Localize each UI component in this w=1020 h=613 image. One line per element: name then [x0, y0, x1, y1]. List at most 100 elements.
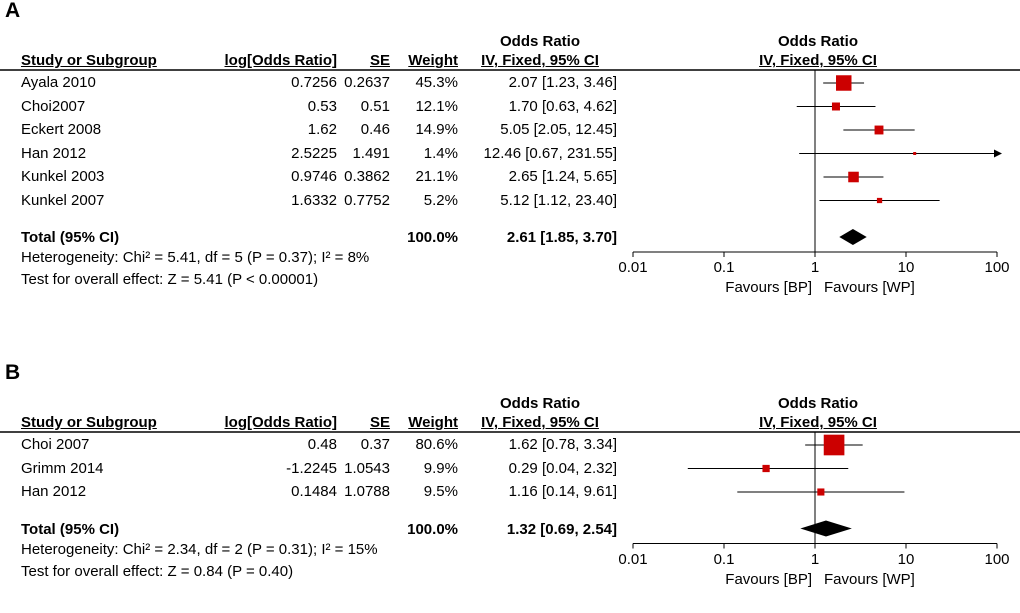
- study-name: Ayala 2010: [21, 74, 96, 91]
- logor-column-header: log[Odds Ratio]: [224, 414, 338, 431]
- study-or-ci: 1.16 [0.14, 9.61]: [508, 483, 617, 500]
- panel-label: B: [5, 361, 21, 384]
- study-weight: 45.3%: [415, 74, 458, 91]
- study-ci-arrow: [994, 149, 1002, 158]
- study-or-ci: 1.62 [0.78, 3.34]: [508, 436, 617, 453]
- x-tick-label: 100: [984, 259, 1010, 276]
- study-name: Kunkel 2007: [21, 191, 105, 209]
- study-se: 1.0788: [344, 483, 390, 500]
- or-method-header: IV, Fixed, 95% CI: [481, 52, 599, 69]
- study-point-marker: [817, 488, 825, 496]
- favours-left-label: Favours [BP]: [725, 570, 812, 588]
- study-logor: -1.2245: [286, 459, 337, 477]
- x-tick-label: 0.1: [713, 259, 735, 276]
- study-weight: 9.9%: [423, 459, 458, 477]
- se-column-header: SE: [369, 52, 390, 69]
- study-point-marker: [848, 171, 859, 183]
- study-name: Kunkel 2003: [21, 168, 105, 185]
- study-or-ci: 0.29 [0.04, 2.32]: [508, 459, 617, 477]
- x-tick-label: 10: [897, 259, 915, 276]
- study-weight: 14.9%: [415, 121, 458, 138]
- total-label: Total (95% CI): [21, 520, 120, 538]
- study-logor: 0.7256: [291, 74, 337, 91]
- study-weight: 1.4%: [423, 144, 458, 162]
- study-logor: 0.1484: [291, 483, 337, 500]
- study-column-header: Study or Subgroup: [21, 414, 157, 431]
- total-diamond: [839, 229, 867, 245]
- heterogeneity-text: Heterogeneity: Chi² = 2.34, df = 2 (P = …: [21, 540, 378, 558]
- plot-method-header: IV, Fixed, 95% CI: [759, 52, 877, 69]
- overall-effect-text: Test for overall effect: Z = 5.41 (P < 0…: [21, 271, 319, 288]
- study-logor: 0.53: [307, 97, 337, 115]
- total-label: Total (95% CI): [21, 229, 120, 246]
- study-name: Choi 2007: [21, 436, 90, 453]
- study-logor: 0.48: [307, 436, 337, 453]
- or-method-header: IV, Fixed, 95% CI: [481, 414, 599, 431]
- study-point-marker: [836, 75, 852, 91]
- or-column-title: Odds Ratio: [499, 33, 580, 50]
- total-diamond: [800, 520, 852, 537]
- study-or-ci: 5.12 [1.12, 23.40]: [500, 191, 617, 209]
- or-column-title: Odds Ratio: [499, 395, 580, 412]
- total-weight: 100.0%: [407, 520, 458, 538]
- study-column-header: Study or Subgroup: [21, 52, 157, 69]
- x-tick-label: 1: [810, 550, 820, 568]
- study-weight: 9.5%: [423, 483, 458, 500]
- study-or-ci: 2.07 [1.23, 3.46]: [508, 74, 617, 91]
- plot-column-title: Odds Ratio: [777, 33, 858, 50]
- study-logor: 0.9746: [291, 168, 337, 185]
- logor-column-header: log[Odds Ratio]: [224, 52, 338, 69]
- x-tick-label: 10: [897, 550, 915, 568]
- study-se: 0.46: [360, 121, 390, 138]
- study-or-ci: 1.70 [0.63, 4.62]: [508, 97, 617, 115]
- study-se: 0.7752: [344, 191, 390, 209]
- study-point-marker: [831, 102, 840, 111]
- plot-method-header: IV, Fixed, 95% CI: [759, 414, 877, 431]
- study-weight: 5.2%: [423, 191, 458, 209]
- study-point-marker: [876, 197, 883, 204]
- study-name: Han 2012: [21, 144, 87, 162]
- study-se: 0.37: [360, 436, 390, 453]
- total-or-ci: 2.61 [1.85, 3.70]: [506, 229, 617, 246]
- study-se: 1.491: [352, 144, 390, 162]
- plot-column-title: Odds Ratio: [777, 395, 858, 412]
- favours-right-label: Favours [WP]: [824, 279, 915, 296]
- x-tick-label: 1: [810, 259, 820, 276]
- study-or-ci: 2.65 [1.24, 5.65]: [508, 168, 617, 185]
- study-logor: 2.5225: [291, 144, 337, 162]
- study-logor: 1.62: [307, 121, 337, 138]
- weight-column-header: Weight: [408, 414, 458, 431]
- study-se: 1.0543: [344, 459, 390, 477]
- total-weight: 100.0%: [407, 229, 458, 246]
- study-name: Eckert 2008: [21, 121, 102, 138]
- study-weight: 80.6%: [415, 436, 458, 453]
- se-column-header: SE: [369, 414, 390, 431]
- total-or-ci: 1.32 [0.69, 2.54]: [506, 520, 617, 538]
- study-or-ci: 12.46 [0.67, 231.55]: [483, 144, 617, 162]
- study-logor: 1.6332: [291, 191, 337, 209]
- weight-column-header: Weight: [408, 52, 458, 69]
- x-tick-label: 0.1: [713, 550, 735, 568]
- overall-effect-text: Test for overall effect: Z = 0.84 (P = 0…: [21, 562, 294, 580]
- study-weight: 21.1%: [415, 168, 458, 185]
- panel-label: A: [5, 0, 21, 22]
- study-point-marker: [823, 434, 845, 456]
- study-se: 0.2637: [344, 74, 390, 91]
- study-se: 0.3862: [344, 168, 390, 185]
- study-name: Grimm 2014: [21, 459, 104, 477]
- study-point-marker: [913, 152, 917, 155]
- study-name: Han 2012: [21, 483, 87, 500]
- study-weight: 12.1%: [415, 97, 458, 115]
- x-tick-label: 100: [984, 550, 1010, 568]
- study-point-marker: [874, 125, 884, 135]
- study-name: Choi2007: [21, 97, 86, 115]
- favours-right-label: Favours [WP]: [824, 570, 915, 588]
- study-se: 0.51: [360, 97, 390, 115]
- study-point-marker: [762, 464, 770, 473]
- heterogeneity-text: Heterogeneity: Chi² = 5.41, df = 5 (P = …: [21, 249, 370, 266]
- x-tick-label: 0.01: [618, 550, 648, 568]
- favours-left-label: Favours [BP]: [725, 279, 812, 296]
- study-or-ci: 5.05 [2.05, 12.45]: [500, 121, 617, 138]
- x-tick-label: 0.01: [618, 259, 648, 276]
